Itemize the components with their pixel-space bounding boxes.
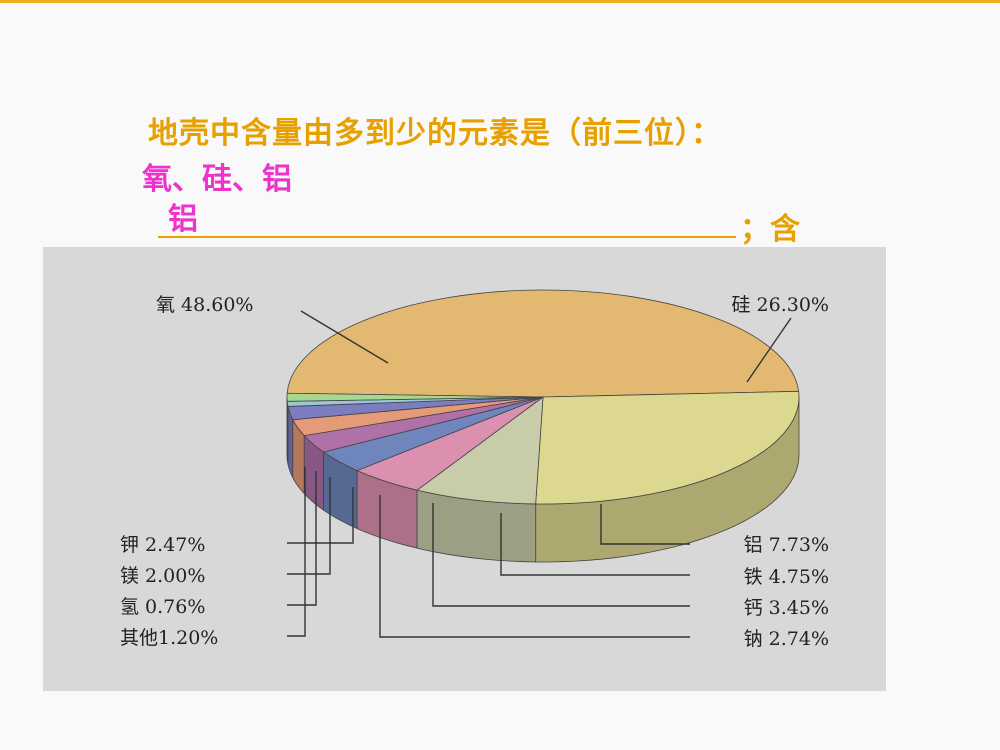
leader-line-6 <box>287 487 354 544</box>
slice-label-3: 铁 4.75% <box>744 566 829 588</box>
leader-line-5 <box>379 495 690 638</box>
continuation-text: ；含 <box>740 212 800 247</box>
answer-text-line1: 氧、硅、铝 <box>142 162 292 197</box>
pie-chart-panel: 氧 48.60% 硅 26.30% 铝 7.73% 铁 4.75% 钙 3.45% 钠 2… <box>43 247 886 691</box>
leader-line-3 <box>500 513 690 576</box>
leader-line-0 <box>300 310 389 364</box>
pie-slice-1 <box>535 390 800 505</box>
leader-line-9 <box>287 467 306 637</box>
slice-label-1: 硅 26.30% <box>732 294 830 316</box>
pie-slice-2 <box>416 396 544 505</box>
pie-slice-9 <box>286 392 544 402</box>
slice-label-6: 钾 2.47% <box>120 534 205 556</box>
top-rule <box>0 0 1000 3</box>
leader-line-2 <box>600 504 690 545</box>
slice-label-8: 氢 0.76% <box>120 596 205 618</box>
slice-label-5: 钠 2.74% <box>744 628 829 650</box>
slice-label-2: 铝 7.73% <box>744 534 829 556</box>
slice-label-7: 镁 2.00% <box>120 565 205 587</box>
pie-slice-0 <box>286 289 800 398</box>
pie-chart: 氧 48.60% 硅 26.30% 铝 7.73% 铁 4.75% 钙 3.45% 钠 2… <box>120 289 830 650</box>
answer-text-line2: 铝 <box>168 202 198 237</box>
answer-blank-underline <box>158 236 736 238</box>
leader-line-1 <box>746 317 792 383</box>
slice-label-0: 氧 48.60% <box>156 294 254 316</box>
leader-line-4 <box>432 503 690 607</box>
slice-label-4: 钙 3.45% <box>744 597 829 619</box>
question-text: 地壳中含量由多到少的元素是（前三位）： <box>148 116 722 151</box>
slice-label-9: 其他1.20% <box>120 627 218 649</box>
leader-line-7 <box>287 477 331 575</box>
leader-line-8 <box>287 471 317 606</box>
